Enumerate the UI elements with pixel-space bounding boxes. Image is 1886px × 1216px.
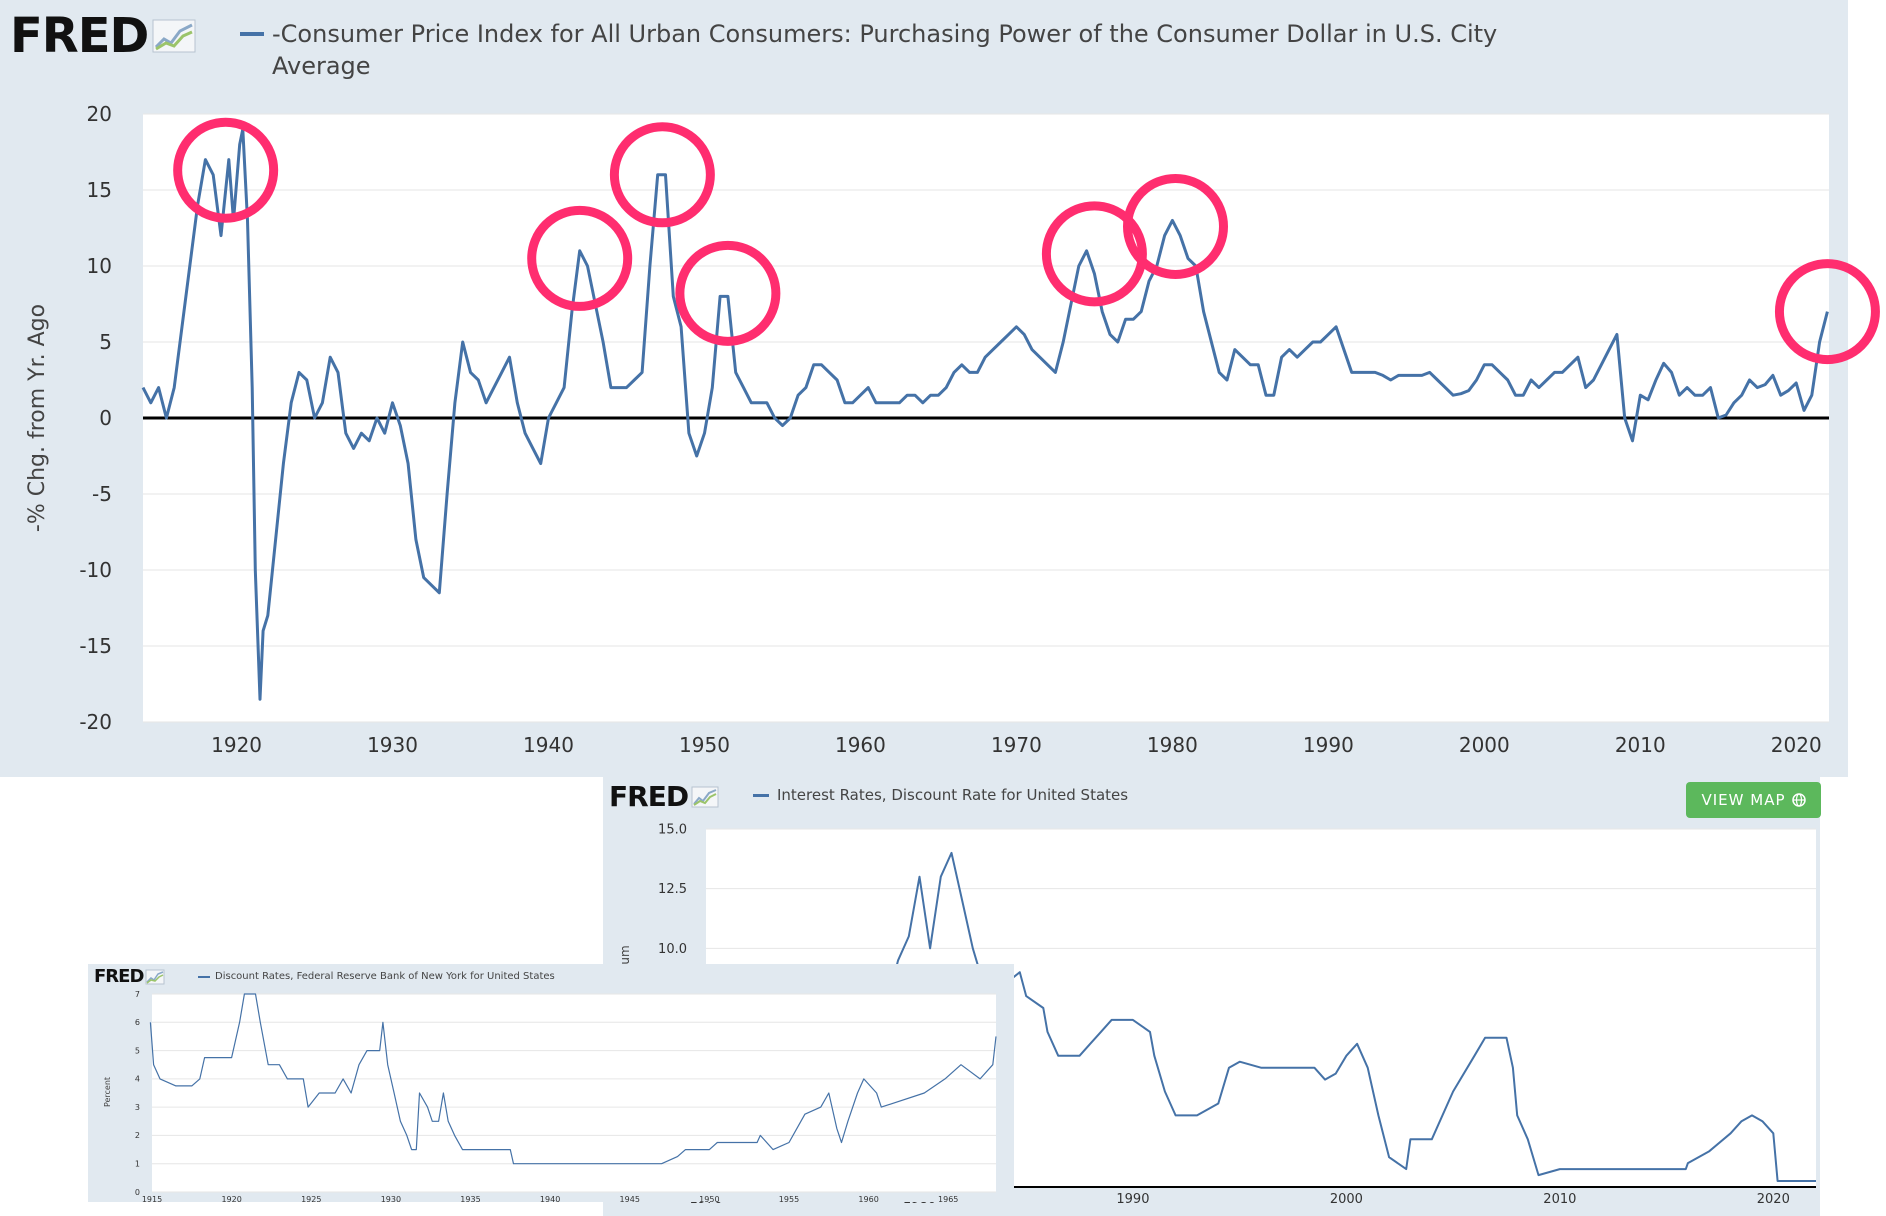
trend-graph-icon [691, 786, 719, 808]
ny-chart-panel: FRED Discount Rates, Federal Reserve Ban… [88, 964, 1014, 1204]
y-tick-label: 6 [135, 1018, 140, 1027]
y-tick-label: 15 [87, 178, 112, 202]
view-map-label: VIEW MAP [1701, 791, 1786, 809]
x-tick-label: 1960 [858, 1195, 878, 1204]
globe-icon [1791, 793, 1806, 807]
highlight-circle [1041, 201, 1147, 307]
legend-swatch [198, 976, 210, 978]
series-line[interactable] [141, 127, 1829, 701]
y-tick-label: 10.0 [658, 942, 687, 957]
ny-plot-area [152, 994, 996, 1192]
highlight-circle [1774, 259, 1880, 365]
x-tick-label: 2000 [1459, 733, 1510, 757]
x-tick-label: 2010 [1615, 733, 1666, 757]
chart-title: -Consumer Price Index for All Urban Cons… [272, 18, 1497, 82]
highlight-circle [527, 205, 633, 311]
x-tick-label: 1930 [367, 733, 418, 757]
chart-legend: Interest Rates, Discount Rate for United… [753, 785, 1128, 805]
y-tick-label: 4 [135, 1075, 140, 1084]
y-tick-label: -10 [79, 558, 112, 582]
y-tick-label: -5 [92, 482, 112, 506]
y-axis-label-fragment: um [618, 945, 632, 964]
y-tick-label: 0 [99, 406, 112, 430]
x-tick-label: 1945 [620, 1195, 640, 1204]
x-tick-label: 1920 [211, 733, 262, 757]
x-tick-label: 1950 [679, 733, 730, 757]
fred-logo-text: FRED [94, 966, 144, 987]
y-tick-label: 20 [87, 102, 112, 126]
y-tick-label: 12.5 [658, 882, 687, 897]
x-tick-label: 1970 [991, 733, 1042, 757]
view-map-button[interactable]: VIEW MAP [1686, 782, 1821, 818]
x-tick-label: 2000 [1330, 1192, 1363, 1207]
highlight-circle [1122, 173, 1228, 279]
highlight-circle [609, 122, 715, 228]
y-tick-label: 15.0 [658, 823, 687, 838]
chart-legend: Discount Rates, Federal Reserve Bank of … [198, 970, 555, 984]
x-tick-label: 1950 [699, 1195, 719, 1204]
fred-logo-text: FRED [10, 8, 149, 64]
chart-title: Interest Rates, Discount Rate for United… [777, 786, 1129, 804]
fred-logo-text: FRED [609, 780, 689, 813]
y-tick-label: 10 [87, 254, 112, 278]
x-tick-label: 1990 [1116, 1192, 1149, 1207]
x-tick-label: 2020 [1771, 733, 1822, 757]
x-tick-label: 1940 [540, 1195, 560, 1204]
fred-logo[interactable]: FRED [609, 782, 719, 812]
chart-legend: -Consumer Price Index for All Urban Cons… [240, 18, 1600, 82]
y-tick-label: -20 [79, 710, 112, 734]
y-tick-label: 0 [135, 1188, 140, 1197]
trend-graph-icon [152, 19, 196, 53]
legend-swatch [753, 794, 769, 797]
y-tick-label: 1 [135, 1160, 140, 1169]
x-tick-label: 1960 [835, 733, 886, 757]
y-tick-label: 3 [135, 1103, 140, 1112]
y-tick-label: 2 [135, 1131, 140, 1140]
trend-graph-icon [145, 969, 165, 985]
fred-logo[interactable]: FRED [10, 12, 196, 60]
x-tick-label: 2010 [1543, 1192, 1576, 1207]
y-tick-label: 5 [99, 330, 112, 354]
x-tick-label: 1920 [221, 1195, 241, 1204]
x-tick-label: 1915 [142, 1195, 162, 1204]
series-line[interactable] [149, 993, 997, 1165]
y-axis-label: Percent [103, 1077, 112, 1107]
x-tick-label: 1930 [381, 1195, 401, 1204]
y-tick-label: 5 [135, 1046, 140, 1055]
highlight-circle [173, 117, 279, 223]
x-tick-label: 1940 [523, 733, 574, 757]
fred-logo[interactable]: FRED [94, 967, 165, 987]
legend-swatch [240, 32, 264, 36]
x-tick-label: 1925 [301, 1195, 321, 1204]
x-tick-label: 1935 [460, 1195, 480, 1204]
chart-title-line-1: -Consumer Price Index for All Urban Cons… [272, 20, 1498, 48]
y-tick-label: 7 [135, 990, 140, 999]
x-tick-label: 2020 [1757, 1192, 1790, 1207]
chart-title: Discount Rates, Federal Reserve Bank of … [215, 971, 555, 982]
ny-chart-svg: Percent 0 1 2 3 4 5 6 7 1915 1920 1925 1930 1935 1940… [103, 990, 997, 1204]
chart-title-line-2: Average [272, 52, 371, 80]
main-chart-panel: FRED -Consumer Price Index for All Urban… [0, 0, 1880, 777]
x-tick-label: 1990 [1303, 733, 1354, 757]
x-tick-label: 1955 [779, 1195, 799, 1204]
main-chart-svg: -% Chg. from Yr. Ago -20 -15 -10 -5 0 5 10 15 20… [25, 102, 1880, 757]
x-tick-label: 1965 [938, 1195, 958, 1204]
x-tick-label: 1980 [1147, 733, 1198, 757]
y-axis-label: -% Chg. from Yr. Ago [25, 304, 50, 532]
highlight-circle [675, 240, 781, 346]
y-tick-label: -15 [79, 634, 112, 658]
